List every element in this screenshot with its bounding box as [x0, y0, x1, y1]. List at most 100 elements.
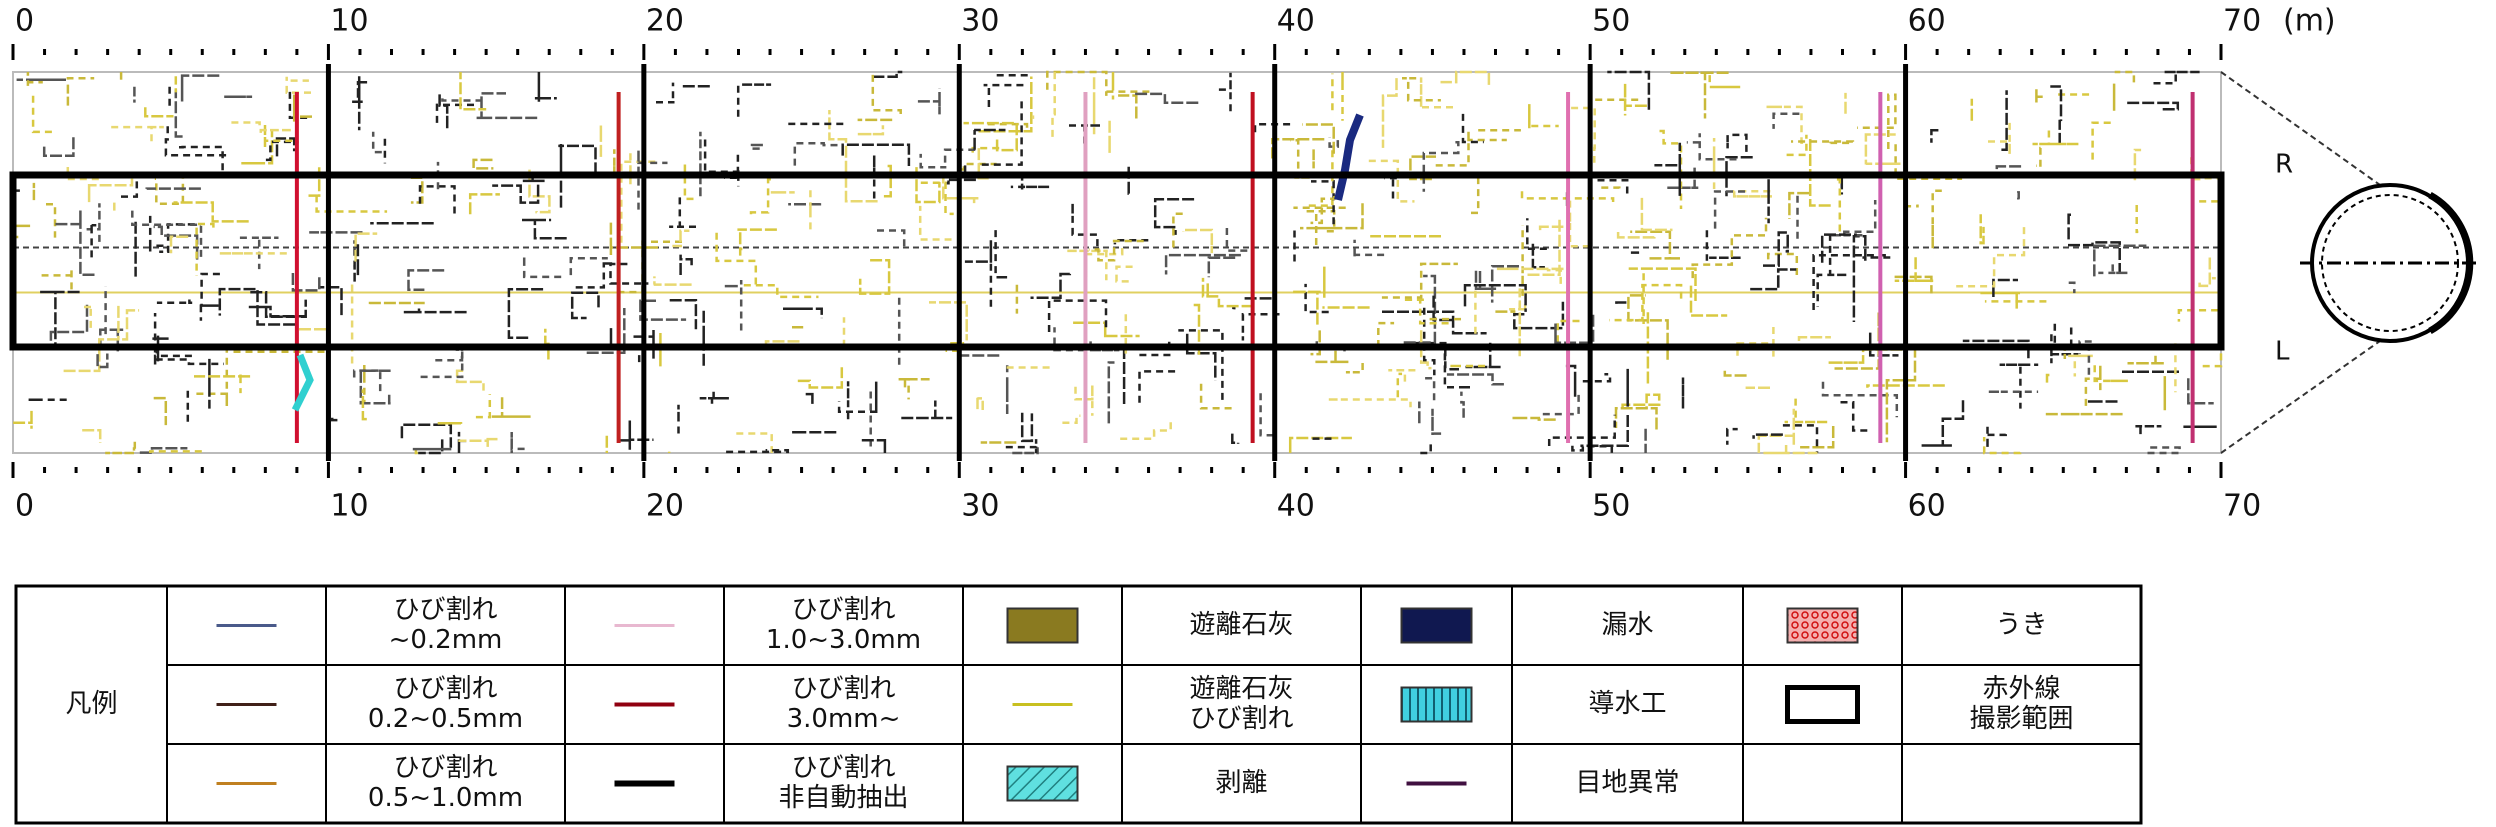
crack — [1431, 408, 1442, 435]
crack — [1440, 70, 1491, 85]
crack — [154, 171, 185, 206]
crack — [153, 396, 168, 426]
crack — [1304, 209, 1336, 245]
legend: 凡例ひび割れ~0.2mmひび割れ0.2~0.5mmひび割れ0.5~1.0mmひび… — [14, 584, 2143, 825]
projection-line — [2220, 340, 2381, 454]
crack — [2068, 281, 2076, 294]
crack — [1311, 180, 1335, 225]
crack — [837, 381, 878, 414]
crack — [724, 280, 743, 331]
crack — [180, 74, 220, 102]
crack — [898, 377, 932, 400]
crack — [250, 291, 307, 319]
crack — [476, 92, 538, 120]
crack — [1786, 134, 1808, 157]
crack — [403, 308, 467, 314]
crack — [841, 143, 911, 166]
crack — [857, 125, 885, 136]
crack — [1995, 165, 2024, 170]
crack — [736, 83, 772, 117]
crack — [248, 305, 305, 318]
crack — [1812, 254, 1886, 315]
tunnel-inner — [2321, 194, 2459, 332]
range-arc — [2428, 191, 2474, 335]
crack — [1207, 256, 1236, 278]
crack — [458, 437, 498, 447]
crack — [1308, 148, 1334, 207]
crack — [788, 202, 822, 206]
crack — [371, 131, 382, 154]
crack — [199, 272, 220, 321]
crack — [1556, 319, 1583, 343]
crack — [1216, 72, 1232, 112]
crack — [1402, 298, 1449, 325]
crack — [1073, 321, 1140, 338]
crack — [1705, 230, 1742, 261]
crack — [1614, 407, 1658, 430]
crack — [173, 201, 249, 223]
crack — [1616, 231, 1656, 239]
crack — [475, 394, 492, 419]
crack — [1388, 369, 1418, 382]
crack — [983, 83, 1024, 109]
axis-label: 40 — [1277, 489, 1315, 524]
crack — [871, 72, 902, 114]
legend-label: ひび割れ — [791, 753, 895, 783]
crack — [26, 72, 43, 86]
crack — [1300, 203, 1364, 230]
legend-label: 0.5~1.0mm — [368, 783, 523, 813]
crack — [2093, 365, 2128, 383]
crack — [96, 353, 109, 369]
crack — [1182, 228, 1214, 254]
crack — [1726, 133, 1748, 156]
crack — [2045, 373, 2050, 383]
crack — [1107, 361, 1115, 424]
crack — [354, 232, 378, 262]
crack — [1118, 94, 1138, 119]
crack — [1425, 376, 1436, 402]
crack — [1302, 123, 1335, 154]
crack — [1310, 196, 1336, 225]
crack — [915, 167, 941, 204]
crack — [683, 164, 697, 201]
legend-symbol — [1006, 607, 1079, 644]
crack — [83, 305, 93, 328]
axis-label: 60 — [1908, 489, 1946, 524]
crack — [239, 236, 279, 270]
crack — [2133, 148, 2142, 182]
crack — [1512, 416, 1556, 421]
crack — [352, 369, 382, 394]
crack — [285, 76, 311, 94]
crack — [2035, 89, 2045, 104]
crack — [1490, 265, 1519, 303]
peel-mark — [291, 353, 314, 412]
crack — [1784, 398, 1829, 424]
crack — [1894, 275, 1933, 294]
crack — [1903, 172, 1945, 208]
crack — [1089, 239, 1144, 262]
crack — [291, 271, 321, 292]
crack — [510, 432, 525, 453]
crack — [620, 420, 654, 450]
crack — [1051, 72, 1056, 137]
crack — [149, 450, 202, 453]
crack — [1115, 265, 1136, 283]
crack — [1808, 139, 1834, 207]
crack — [1138, 370, 1177, 403]
crack — [1580, 415, 1629, 448]
crack — [437, 421, 463, 425]
crack — [1857, 93, 1897, 149]
crack — [672, 229, 690, 248]
crack — [1689, 285, 1728, 317]
crack — [919, 148, 976, 169]
crack — [737, 228, 777, 256]
crack — [1461, 113, 1484, 144]
crack — [1800, 426, 1835, 449]
crack — [40, 290, 80, 351]
crack — [418, 185, 456, 214]
legend-label: 3.0mm~ — [787, 704, 901, 734]
crack — [174, 89, 183, 138]
crack — [1231, 433, 1240, 445]
crack — [987, 122, 1029, 128]
crack — [1164, 253, 1241, 275]
